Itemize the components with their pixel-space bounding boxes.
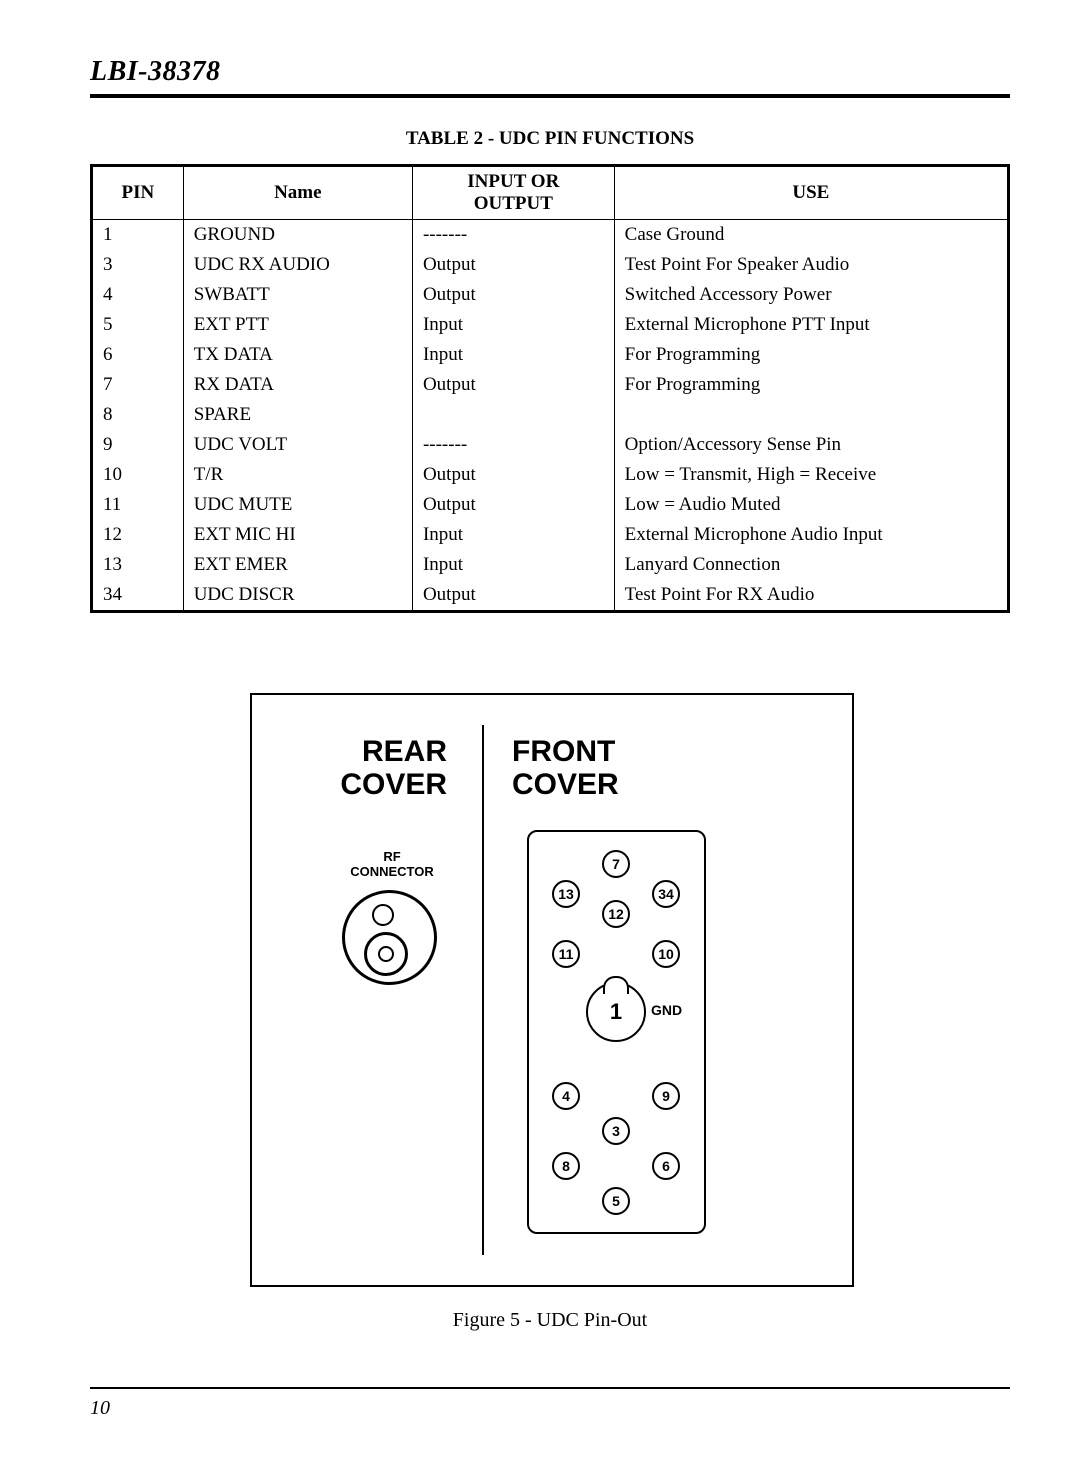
table-row: 6TX DATAInputFor Programming — [92, 340, 1009, 370]
front-panel: 7 13 34 12 11 10 1 GND 4 9 3 8 6 5 — [527, 830, 706, 1234]
pin-6-icon: 6 — [652, 1152, 680, 1180]
table-row: 13EXT EMERInputLanyard Connection — [92, 550, 1009, 580]
table-cell: 13 — [92, 550, 184, 580]
rf-connector-label: RFCONNECTOR — [342, 850, 442, 880]
figure-caption: Figure 5 - UDC Pin-Out — [250, 1309, 850, 1332]
table-cell: RX DATA — [183, 370, 412, 400]
table-row: 12EXT MIC HIInputExternal Microphone Aud… — [92, 520, 1009, 550]
table-row: 4SWBATTOutputSwitched Accessory Power — [92, 280, 1009, 310]
table-cell: Input — [412, 310, 614, 340]
cover-divider — [482, 725, 484, 1255]
table-cell: Output — [412, 250, 614, 280]
table-cell: TX DATA — [183, 340, 412, 370]
front-cover-label: FRONTCOVER — [512, 735, 672, 801]
table-row: 11UDC MUTEOutputLow = Audio Muted — [92, 490, 1009, 520]
rf-connector-icon — [342, 890, 437, 985]
footer-rule — [90, 1387, 1010, 1389]
table-cell: EXT EMER — [183, 550, 412, 580]
table-row: 8SPARE — [92, 400, 1009, 430]
page-number: 10 — [90, 1397, 1010, 1420]
table-cell: Output — [412, 580, 614, 612]
document-id: LBI-38378 — [90, 56, 1010, 88]
pin-13-icon: 13 — [552, 880, 580, 908]
pin-function-table: PIN Name INPUT OR OUTPUT USE 1GROUND----… — [90, 164, 1010, 613]
table-cell: 7 — [92, 370, 184, 400]
table-row: 5EXT PTTInputExternal Microphone PTT Inp… — [92, 310, 1009, 340]
table-cell — [412, 400, 614, 430]
table-cell: SWBATT — [183, 280, 412, 310]
pin-34-icon: 34 — [652, 880, 680, 908]
pin-8-icon: 8 — [552, 1152, 580, 1180]
gnd-label: GND — [651, 1002, 682, 1018]
table-cell: UDC VOLT — [183, 430, 412, 460]
table-cell: Low = Transmit, High = Receive — [614, 460, 1008, 490]
table-cell: T/R — [183, 460, 412, 490]
table-row: 10T/ROutputLow = Transmit, High = Receiv… — [92, 460, 1009, 490]
table-cell: External Microphone PTT Input — [614, 310, 1008, 340]
col-io-header: INPUT OR OUTPUT — [412, 166, 614, 220]
table-cell: For Programming — [614, 370, 1008, 400]
table-cell: ------- — [412, 430, 614, 460]
table-cell: 5 — [92, 310, 184, 340]
table-cell: For Programming — [614, 340, 1008, 370]
pin-10-icon: 10 — [652, 940, 680, 968]
table-cell: 8 — [92, 400, 184, 430]
table-cell: 9 — [92, 430, 184, 460]
table-cell: 4 — [92, 280, 184, 310]
pin-4-icon: 4 — [552, 1082, 580, 1110]
table-cell: External Microphone Audio Input — [614, 520, 1008, 550]
table-caption: TABLE 2 - UDC PIN FUNCTIONS — [90, 128, 1010, 150]
table-row: 3UDC RX AUDIOOutputTest Point For Speake… — [92, 250, 1009, 280]
table-cell: 10 — [92, 460, 184, 490]
table-cell: Lanyard Connection — [614, 550, 1008, 580]
table-cell: GROUND — [183, 220, 412, 251]
table-cell: Option/Accessory Sense Pin — [614, 430, 1008, 460]
table-cell: Input — [412, 520, 614, 550]
table-cell: 1 — [92, 220, 184, 251]
table-cell: SPARE — [183, 400, 412, 430]
col-name-header: Name — [183, 166, 412, 220]
table-cell: 11 — [92, 490, 184, 520]
table-cell: UDC MUTE — [183, 490, 412, 520]
table-row: 1GROUND-------Case Ground — [92, 220, 1009, 251]
table-row: 7RX DATAOutputFor Programming — [92, 370, 1009, 400]
pin-11-icon: 11 — [552, 940, 580, 968]
table-cell: UDC RX AUDIO — [183, 250, 412, 280]
table-cell: 6 — [92, 340, 184, 370]
rear-cover-label: REARCOVER — [307, 735, 447, 801]
table-cell: Output — [412, 460, 614, 490]
table-cell: 3 — [92, 250, 184, 280]
table-cell: Switched Accessory Power — [614, 280, 1008, 310]
table-cell: Input — [412, 340, 614, 370]
table-cell: Output — [412, 370, 614, 400]
pin-12-icon: 12 — [602, 900, 630, 928]
pin-7-icon: 7 — [602, 850, 630, 878]
table-cell: 12 — [92, 520, 184, 550]
table-cell: EXT MIC HI — [183, 520, 412, 550]
table-cell: Case Ground — [614, 220, 1008, 251]
table-cell: EXT PTT — [183, 310, 412, 340]
pin-3-icon: 3 — [602, 1117, 630, 1145]
table-cell: Test Point For RX Audio — [614, 580, 1008, 612]
table-cell: Input — [412, 550, 614, 580]
table-cell — [614, 400, 1008, 430]
table-row: 34UDC DISCROutputTest Point For RX Audio — [92, 580, 1009, 612]
table-cell: UDC DISCR — [183, 580, 412, 612]
table-cell: Output — [412, 280, 614, 310]
pinout-diagram: REARCOVER FRONTCOVER RFCONNECTOR 7 13 34… — [250, 693, 854, 1287]
table-cell: Output — [412, 490, 614, 520]
col-use-header: USE — [614, 166, 1008, 220]
table-cell: ------- — [412, 220, 614, 251]
table-cell: Test Point For Speaker Audio — [614, 250, 1008, 280]
table-cell: Low = Audio Muted — [614, 490, 1008, 520]
col-pin-header: PIN — [92, 166, 184, 220]
pin-9-icon: 9 — [652, 1082, 680, 1110]
pin-5-icon: 5 — [602, 1187, 630, 1215]
pin-1-icon: 1 — [586, 982, 646, 1042]
table-cell: 34 — [92, 580, 184, 612]
table-row: 9UDC VOLT-------Option/Accessory Sense P… — [92, 430, 1009, 460]
